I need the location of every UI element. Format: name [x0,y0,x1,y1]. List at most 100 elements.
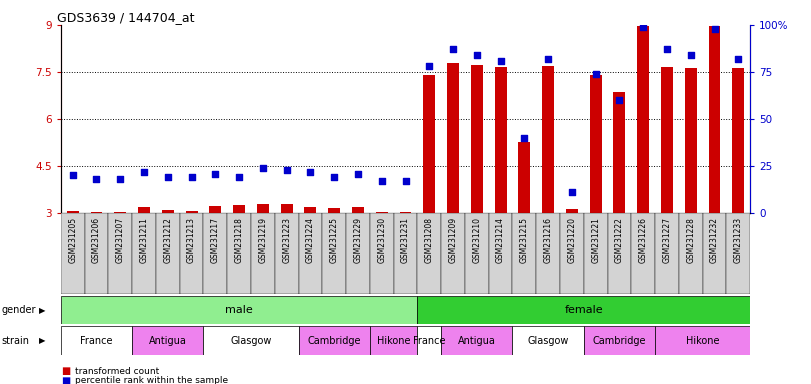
Point [637,24,650,30]
Bar [418,213,441,294]
Point [90,176,103,182]
Text: GSM231219: GSM231219 [259,217,268,263]
Bar [370,326,418,355]
Text: GSM231205: GSM231205 [68,217,77,263]
Point [423,63,436,70]
Bar [447,63,459,213]
Text: GSM231233: GSM231233 [734,217,743,263]
Bar [560,213,584,294]
Point [732,56,744,62]
Text: ▶: ▶ [39,336,45,345]
Bar [114,212,127,213]
Text: GSM231209: GSM231209 [448,217,457,263]
Text: GSM231212: GSM231212 [163,217,172,263]
Bar [132,326,204,355]
Bar [400,212,411,213]
Point [185,174,198,180]
Point [494,58,507,64]
Point [470,52,483,58]
Bar [67,211,79,213]
Bar [661,67,673,213]
Text: Antigua: Antigua [149,336,187,346]
Bar [518,142,530,213]
Point [684,52,697,58]
Text: GSM231210: GSM231210 [472,217,481,263]
Bar [471,65,483,213]
Point [351,170,364,177]
Bar [613,93,625,213]
Text: France: France [80,336,113,346]
Text: ■: ■ [61,376,70,384]
Bar [298,213,322,294]
Bar [465,213,489,294]
Bar [227,213,251,294]
Text: GSM231229: GSM231229 [354,217,363,263]
Text: GSM231232: GSM231232 [710,217,719,263]
Text: transformed count: transformed count [75,367,160,376]
Bar [375,212,388,213]
Text: male: male [225,305,253,315]
Bar [162,210,174,213]
Text: GSM231207: GSM231207 [116,217,125,263]
Bar [679,213,702,294]
Point [708,26,721,32]
Text: Hikone: Hikone [377,336,410,346]
Text: GSM231213: GSM231213 [187,217,196,263]
Bar [352,207,364,213]
Text: GSM231208: GSM231208 [425,217,434,263]
Text: GSM231231: GSM231231 [401,217,410,263]
Bar [204,326,298,355]
Point [67,172,79,179]
Bar [513,213,536,294]
Bar [204,213,227,294]
Point [399,178,412,184]
Bar [584,213,607,294]
Bar [84,213,109,294]
Point [565,189,578,195]
Bar [304,207,316,213]
Point [447,46,460,53]
Point [518,135,531,141]
Bar [132,213,156,294]
Text: GSM231211: GSM231211 [139,217,148,263]
Bar [186,211,198,213]
Text: Cambridge: Cambridge [593,336,646,346]
Text: GSM231221: GSM231221 [591,217,600,263]
Bar [370,213,393,294]
Point [209,170,222,177]
Bar [423,74,436,213]
Bar [61,213,84,294]
Bar [281,204,293,213]
Bar [234,205,245,213]
Bar [543,66,554,213]
Text: Glasgow: Glasgow [527,336,569,346]
Point [589,71,602,77]
Text: GSM231226: GSM231226 [639,217,648,263]
Bar [727,213,750,294]
Bar [275,213,298,294]
Bar [637,26,649,213]
Bar [590,75,602,213]
Text: Hikone: Hikone [686,336,719,346]
Bar [346,213,370,294]
Point [328,174,341,180]
Point [256,165,269,171]
Point [138,169,151,175]
Text: Cambridge: Cambridge [307,336,361,346]
Bar [536,213,560,294]
Text: GSM231206: GSM231206 [92,217,101,263]
Bar [251,213,275,294]
Text: GDS3639 / 144704_at: GDS3639 / 144704_at [58,11,195,24]
Text: Glasgow: Glasgow [230,336,272,346]
Text: GSM231230: GSM231230 [377,217,386,263]
Bar [298,326,370,355]
Bar [631,213,655,294]
Text: GSM231224: GSM231224 [306,217,315,263]
Bar [655,213,679,294]
Bar [709,26,720,213]
Bar [607,213,631,294]
Bar [91,212,102,213]
Text: ▶: ▶ [39,306,45,314]
Text: percentile rank within the sample: percentile rank within the sample [75,376,229,384]
Bar [109,213,132,294]
